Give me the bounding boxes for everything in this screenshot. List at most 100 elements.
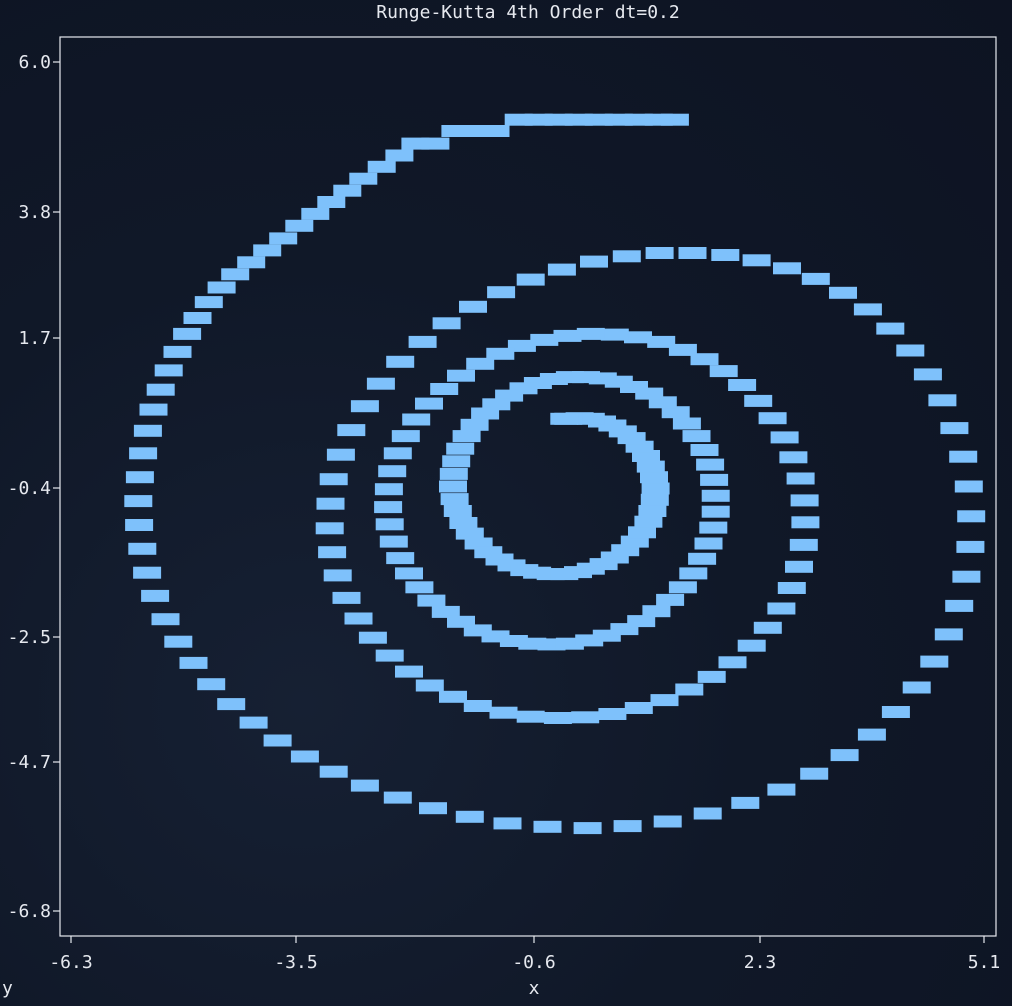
data-point <box>315 522 344 535</box>
data-point <box>786 472 815 485</box>
data-point <box>641 482 670 495</box>
data-point <box>945 599 974 612</box>
data-point <box>133 424 162 437</box>
data-point <box>533 820 562 833</box>
data-point <box>928 394 957 407</box>
data-point <box>463 700 492 712</box>
data-point <box>440 493 469 506</box>
data-point <box>598 708 627 720</box>
data-point <box>700 473 729 486</box>
data-point <box>374 483 403 496</box>
data-point <box>146 383 175 396</box>
data-point <box>332 591 361 604</box>
data-point <box>954 480 983 493</box>
trajectory-series <box>124 113 986 835</box>
data-point <box>696 458 725 471</box>
data-point <box>800 767 829 780</box>
data-point <box>956 540 985 553</box>
data-point <box>318 546 347 559</box>
y-axis-label: y <box>2 978 13 999</box>
data-point <box>197 678 226 691</box>
data-point <box>913 368 942 381</box>
data-point <box>661 406 690 419</box>
data-point <box>383 447 412 460</box>
data-point <box>379 535 408 548</box>
data-point <box>221 268 250 281</box>
data-point <box>439 467 468 480</box>
data-point <box>442 455 471 468</box>
data-point <box>547 263 576 276</box>
data-point <box>441 125 470 137</box>
data-point <box>129 447 158 460</box>
data-point <box>431 605 460 618</box>
data-point <box>801 272 830 285</box>
data-point <box>466 357 495 370</box>
data-point <box>728 379 757 391</box>
data-point <box>128 542 157 555</box>
data-point <box>237 256 266 269</box>
data-point <box>385 149 414 162</box>
x-tick-label: 5.1 <box>968 952 1001 973</box>
data-point <box>638 505 667 517</box>
data-point <box>375 518 404 531</box>
data-point <box>876 322 905 335</box>
data-point <box>366 377 395 390</box>
data-point <box>550 412 579 425</box>
data-point <box>194 296 223 309</box>
data-point <box>650 694 679 707</box>
data-point <box>758 412 787 425</box>
data-point <box>668 343 697 356</box>
data-point <box>125 519 154 531</box>
data-point <box>697 670 726 683</box>
data-point <box>326 448 355 461</box>
data-point <box>482 398 511 411</box>
data-point <box>459 300 487 313</box>
data-point <box>417 594 446 607</box>
data-point <box>349 172 378 185</box>
data-point <box>415 679 444 692</box>
data-point <box>358 631 387 644</box>
data-point <box>133 566 162 579</box>
data-point <box>391 430 420 443</box>
data-point <box>957 510 986 523</box>
data-point <box>401 137 430 150</box>
data-point <box>744 394 773 407</box>
data-point <box>949 450 978 463</box>
data-point <box>656 593 685 606</box>
data-point <box>486 347 515 360</box>
y-tick-label: -4.7 <box>8 752 51 773</box>
data-point <box>395 665 423 678</box>
data-point <box>785 560 813 573</box>
data-point <box>627 615 656 628</box>
data-point <box>375 649 404 662</box>
data-point <box>791 516 820 529</box>
data-point <box>164 635 193 648</box>
data-point <box>624 331 652 344</box>
data-point <box>701 489 730 502</box>
data-point <box>154 364 183 377</box>
data-point <box>383 791 412 804</box>
data-point <box>830 749 859 762</box>
data-point <box>896 344 925 357</box>
data-point <box>217 698 246 711</box>
data-point <box>183 312 212 324</box>
plot-frame <box>59 36 997 937</box>
data-point <box>672 417 701 430</box>
data-point <box>516 710 545 723</box>
data-point <box>173 327 202 340</box>
data-point <box>779 451 808 464</box>
data-point <box>489 706 518 719</box>
data-point <box>694 537 723 550</box>
data-point <box>640 471 668 484</box>
data-point <box>952 570 981 583</box>
data-point <box>789 538 818 551</box>
data-point <box>699 521 728 534</box>
data-point <box>432 317 461 330</box>
data-point <box>449 517 478 529</box>
data-point <box>553 329 582 342</box>
data-point <box>881 706 910 718</box>
data-point <box>753 621 782 634</box>
data-point <box>319 473 348 486</box>
data-point <box>580 255 608 268</box>
data-point <box>439 480 467 493</box>
